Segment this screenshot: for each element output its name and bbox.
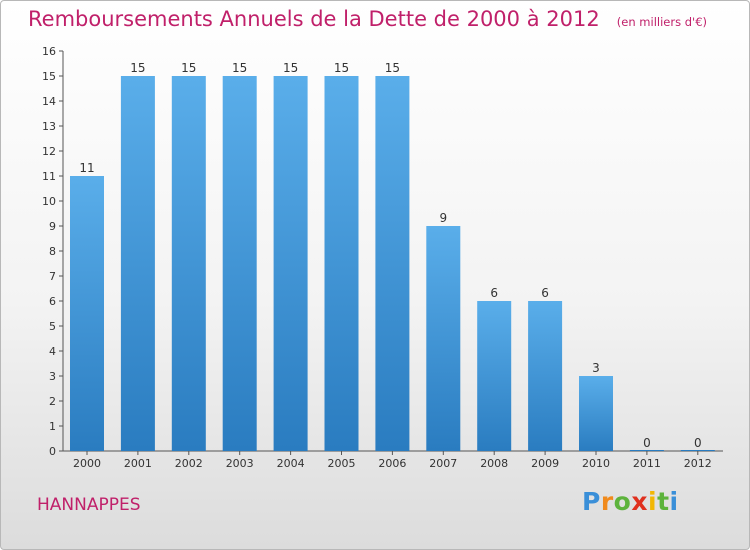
bar (273, 76, 308, 451)
y-tick-label: 6 (49, 295, 56, 308)
x-tick-label: 2010 (582, 457, 610, 470)
bar-value-label: 0 (643, 436, 651, 450)
bar (70, 176, 104, 451)
x-tick-label: 2011 (633, 457, 661, 470)
bar (324, 76, 359, 451)
logo-letter: r (600, 487, 614, 516)
x-tick-label: 2004 (277, 457, 305, 470)
bar-value-label: 15 (283, 61, 298, 75)
bar-value-label: 15 (334, 61, 349, 75)
bar (426, 226, 461, 451)
bar-value-label: 15 (385, 61, 400, 75)
bar-value-label: 11 (79, 161, 94, 175)
bar (120, 76, 155, 451)
logo-letter: P (582, 487, 601, 516)
logo-letter: o (613, 487, 632, 516)
bar (579, 376, 613, 451)
x-tick-label: 2012 (684, 457, 712, 470)
chart-bars: 11 15 15 15 15 15 15 9 6 6 3 0 0 (70, 61, 715, 451)
y-tick-label: 10 (42, 195, 56, 208)
x-tick-label: 2002 (175, 457, 203, 470)
x-tick-label: 2003 (226, 457, 254, 470)
x-tick-label: 2005 (328, 457, 356, 470)
y-tick-label: 11 (42, 170, 56, 183)
y-tick-label: 5 (49, 320, 56, 333)
bar-value-label: 15 (232, 61, 247, 75)
y-tick-label: 12 (42, 145, 56, 158)
logo-letter: t (657, 487, 670, 516)
bar (222, 76, 257, 451)
y-tick-label: 14 (42, 95, 56, 108)
bar-value-label: 3 (592, 361, 600, 375)
bar (375, 76, 410, 451)
y-tick-label: 15 (42, 70, 56, 83)
x-tick-label: 2007 (429, 457, 457, 470)
y-tick-label: 0 (49, 445, 56, 458)
y-tick-label: 1 (49, 420, 56, 433)
y-tick-label: 16 (42, 45, 56, 58)
logo-letter: i (648, 487, 658, 516)
y-tick-label: 3 (49, 370, 56, 383)
x-tick-label: 2006 (378, 457, 406, 470)
proxiti-logo: Proxiti (582, 487, 679, 516)
chart-title: Remboursements Annuels de la Dette de 20… (28, 7, 707, 31)
x-tick-label: 2008 (480, 457, 508, 470)
y-tick-label: 7 (49, 270, 56, 283)
bar (477, 301, 512, 451)
chart-title-main: Remboursements Annuels de la Dette de 20… (28, 7, 600, 31)
bar-value-label: 15 (130, 61, 145, 75)
logo-letter: x (631, 487, 648, 516)
y-tick-label: 2 (49, 395, 56, 408)
y-tick-label: 8 (49, 245, 56, 258)
y-tick-label: 9 (49, 220, 56, 233)
bar (171, 76, 206, 451)
bar-value-label: 9 (439, 211, 447, 225)
bar-value-label: 6 (490, 286, 498, 300)
y-tick-label: 13 (42, 120, 56, 133)
logo-letter: i (669, 487, 679, 516)
x-tick-label: 2009 (531, 457, 559, 470)
bar-value-label: 15 (181, 61, 196, 75)
bar-value-label: 6 (541, 286, 549, 300)
bar-value-label: 0 (694, 436, 702, 450)
commune-name: HANNAPPES (37, 495, 141, 515)
x-tick-label: 2000 (73, 457, 101, 470)
x-tick-label: 2001 (124, 457, 152, 470)
y-tick-label: 4 (49, 345, 56, 358)
chart-title-unit: (en milliers d'€) (616, 15, 707, 29)
bar (528, 301, 563, 451)
